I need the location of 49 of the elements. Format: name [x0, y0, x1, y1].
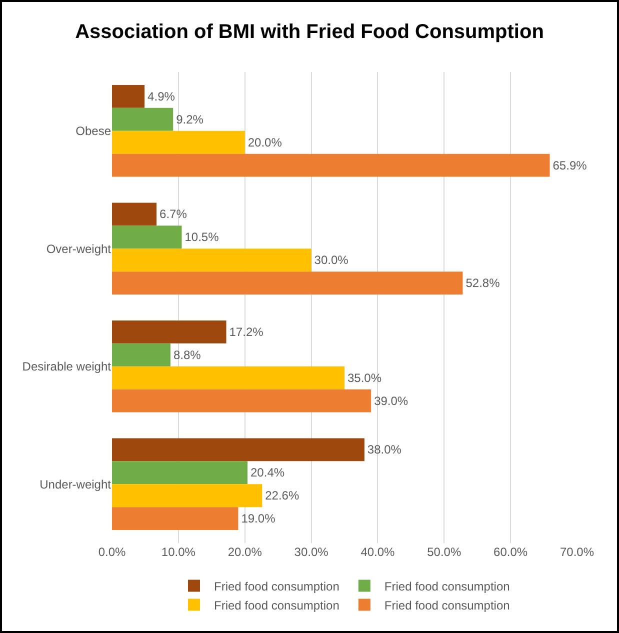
x-tick-label: 70.0% — [560, 545, 594, 559]
data-label: 22.6% — [265, 488, 300, 503]
bar — [112, 154, 550, 177]
x-tick-label: 10.0% — [161, 545, 196, 559]
bar — [112, 320, 226, 344]
data-label: 6.7% — [160, 207, 188, 222]
bar — [112, 507, 238, 530]
legend-label: Fried food consumption — [384, 598, 510, 612]
x-tick-label: 20.0% — [228, 545, 262, 559]
data-label: 30.0% — [314, 253, 349, 268]
bar — [112, 438, 364, 462]
data-label: 4.9% — [148, 89, 176, 104]
y-tick-label: Desirable weight — [22, 360, 112, 374]
y-tick-label: Under-weight — [40, 477, 112, 492]
y-tick-label: Obese — [76, 124, 112, 138]
y-tick-label: Over-weight — [46, 242, 112, 256]
data-label: 65.9% — [552, 158, 588, 172]
bar — [112, 84, 145, 108]
x-tick-label: 40.0% — [360, 545, 396, 559]
data-label: 20.4% — [250, 466, 285, 480]
data-label: 10.5% — [184, 230, 220, 244]
data-label: 39.0% — [374, 394, 408, 408]
data-label: 20.0% — [248, 135, 282, 150]
legend-label: Fried food consumption — [214, 598, 340, 612]
data-label: 52.8% — [466, 276, 500, 290]
x-tick-label: 50.0% — [427, 545, 462, 559]
bar — [112, 366, 344, 390]
chart-title: Association of BMI with Fried Food Consumption — [75, 21, 544, 44]
data-label: 17.2% — [229, 324, 264, 339]
bar — [112, 226, 182, 249]
data-label: 19.0% — [241, 512, 276, 526]
bar — [112, 343, 170, 366]
bar — [112, 130, 245, 154]
data-label: 35.0% — [348, 370, 382, 385]
bar — [112, 108, 174, 131]
bar — [112, 484, 262, 508]
bar — [112, 248, 312, 272]
x-tick-label: 30.0% — [294, 545, 329, 559]
x-tick-label: 0.0% — [98, 545, 126, 559]
data-label: 8.8% — [173, 348, 202, 362]
legend-label: Fried food consumption — [384, 579, 510, 594]
bar — [112, 461, 248, 484]
x-tick-label: 60.0% — [494, 545, 528, 559]
bar — [112, 272, 463, 295]
bar — [112, 389, 372, 412]
bar — [112, 202, 157, 226]
legend-label: Fried food consumption — [214, 579, 340, 594]
data-label: 38.0% — [367, 442, 402, 457]
data-label: 9.2% — [176, 112, 204, 126]
